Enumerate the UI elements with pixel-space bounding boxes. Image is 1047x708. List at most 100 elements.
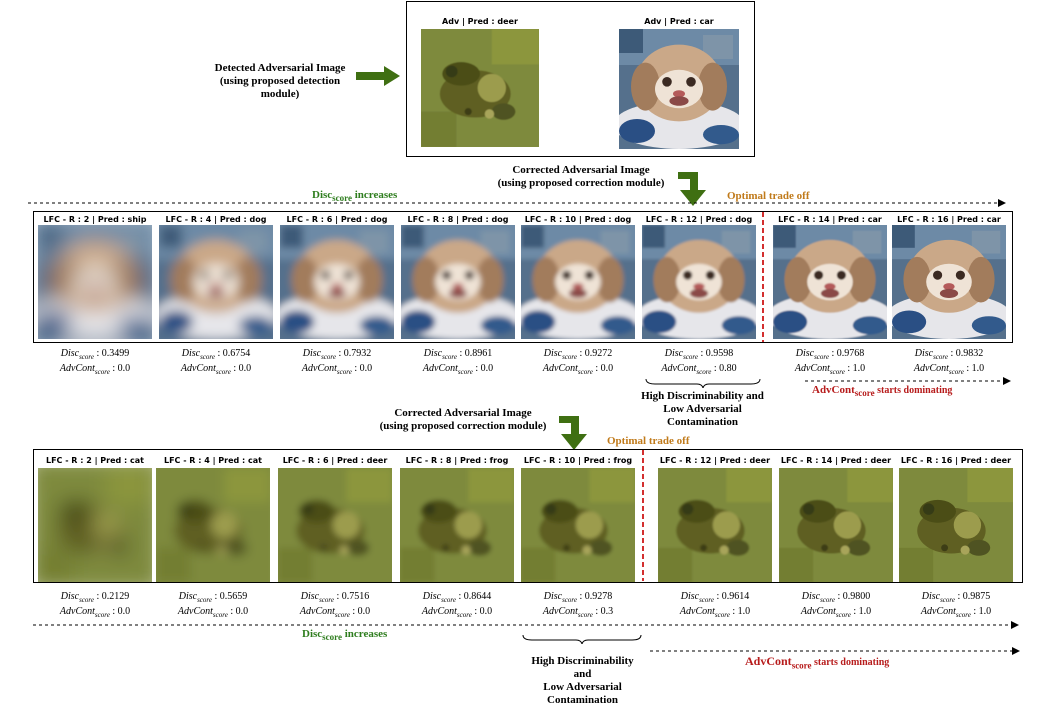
advcont-score-value: 0.80 (719, 363, 737, 374)
panel-image (778, 468, 894, 582)
disc-score-value: 0.5659 (219, 591, 248, 602)
disc-score-value: 0.6754 (222, 348, 251, 359)
panel-scores: Discscore : 0.9800 AdvContscore : 1.0 (800, 591, 872, 619)
row2-trade-off-divider (642, 450, 644, 581)
panel-scores: Discscore : 0.8961 AdvContscore : 0.0 (422, 348, 494, 376)
row2-brace (522, 634, 642, 644)
panel-scores: Discscore : 0.5659 AdvContscore : 0.0 (177, 591, 249, 619)
disc-score-value: 0.2129 (101, 591, 130, 602)
top-image-title-2: Adv | Pred : car (644, 17, 714, 26)
disc-score-value: 0.7932 (343, 348, 372, 359)
disc-score-value: 0.9614 (721, 591, 750, 602)
advcont-score-value: 1.0 (978, 606, 992, 617)
panel-title: LFC - R : 8 | Pred : dog (407, 215, 509, 224)
advcont-score-value: 0.0 (357, 606, 371, 617)
panel-image (155, 468, 271, 582)
advcont-score-value: 0.3 (600, 606, 614, 617)
panel-title: LFC - R : 8 | Pred : frog (405, 456, 509, 465)
panel-title: LFC - R : 16 | Pred : deer (900, 456, 1012, 465)
disc-score-value: 0.9598 (705, 348, 734, 359)
panel-image (891, 225, 1007, 339)
detected-arrow-icon (356, 66, 400, 86)
disc-score-value: 0.9272 (584, 348, 613, 359)
panel-scores: Discscore : 0.8644 AdvContscore : 0.0 (421, 591, 493, 619)
row1-brace (645, 378, 761, 388)
advcont-dominating-label-row1: AdvContscore starts dominating (812, 384, 953, 399)
corrected-label-row1: Corrected Adversarial Image (using propo… (497, 164, 665, 189)
corrected-arrow-icon-row1 (678, 172, 706, 206)
detected-adversarial-label: Detected Adversarial Image (using propos… (214, 62, 346, 100)
panel-image (37, 468, 153, 582)
panel-image (37, 225, 153, 339)
advcont-score-value: 0.0 (359, 363, 373, 374)
advcont-score-value: 0.0 (238, 363, 252, 374)
advcont-arrow-row2 (650, 647, 1020, 655)
panel-title: LFC - R : 16 | Pred : car (897, 215, 1001, 224)
panel-title: LFC - R : 14 | Pred : car (778, 215, 882, 224)
panel-image (898, 468, 1014, 582)
panel-scores: Discscore : 0.7932 AdvContscore : 0.0 (301, 348, 373, 376)
row2-frame (33, 449, 1023, 583)
advcont-score-value: 0.0 (600, 363, 614, 374)
disc-increases-label-row2: Discscore increases (302, 628, 388, 643)
disc-score-value: 0.9800 (842, 591, 871, 602)
panel-title: LFC - R : 10 | Pred : frog (523, 456, 633, 465)
top-image-box (406, 1, 755, 157)
panel-title: LFC - R : 6 | Pred : deer (282, 456, 388, 465)
optimal-trade-off-label-row1: Optimal trade off (727, 190, 810, 202)
row1-trade-off-divider (762, 212, 764, 342)
advcont-score-value: 1.0 (737, 606, 751, 617)
disc-score-value: 0.3499 (101, 348, 130, 359)
panel-scores: Discscore : 0.9875 AdvContscore : 1.0 (920, 591, 992, 619)
panel-image (641, 225, 757, 339)
panel-scores: Discscore : 0.9272 AdvContscore : 0.0 (542, 348, 614, 376)
corrected-arrow-icon-row2 (559, 416, 587, 450)
advcont-dominating-label-row2: AdvContscore starts dominating (745, 654, 890, 671)
panel-image (400, 225, 516, 339)
disc-score-value: 0.7516 (341, 591, 370, 602)
disc-arrow-row1 (28, 199, 1006, 207)
advcont-score-value: 0.0 (480, 363, 494, 374)
advcont-score-value: 1.0 (971, 363, 985, 374)
panel-image (520, 225, 636, 339)
advcont-score-value: 0.0 (117, 606, 131, 617)
panel-image (520, 468, 636, 582)
disc-arrow-row2 (33, 621, 1019, 629)
panel-image (399, 468, 515, 582)
panel-scores: Discscore : 0.2129 AdvContscore : 0.0 (59, 591, 131, 619)
row2-high-disc-note: High Discriminability and Low Adversaria… (531, 655, 634, 706)
top-image-title-1: Adv | Pred : deer (442, 17, 518, 26)
disc-score-value: 0.9278 (584, 591, 613, 602)
panel-scores: Discscore : 0.3499 AdvContscore : 0.0 (59, 348, 131, 376)
panel-title: LFC - R : 2 | Pred : cat (45, 456, 144, 465)
disc-score-value: 0.9875 (962, 591, 991, 602)
optimal-trade-off-label-row2: Optimal trade off (607, 435, 690, 447)
advcont-score-value: 0.0 (117, 363, 131, 374)
panel-title: LFC - R : 14 | Pred : deer (780, 456, 892, 465)
panel-title: LFC - R : 4 | Pred : cat (163, 456, 262, 465)
panel-scores: Discscore : 0.7516 AdvContscore : 0.0 (299, 591, 371, 619)
panel-scores: Discscore : 0.6754 AdvContscore : 0.0 (180, 348, 252, 376)
disc-score-value: 0.9768 (836, 348, 865, 359)
panel-title: LFC - R : 12 | Pred : deer (659, 456, 771, 465)
panel-image (279, 225, 395, 339)
panel-scores: Discscore : 0.9832 AdvContscore : 1.0 (913, 348, 985, 376)
top-image-dog (619, 29, 739, 149)
disc-increases-label-row1: Discscore increases (312, 189, 398, 204)
panel-image (277, 468, 393, 582)
panel-scores: Discscore : 0.9614 AdvContscore : 1.0 (679, 591, 751, 619)
row1-frame (33, 211, 1013, 343)
panel-image (772, 225, 888, 339)
panel-title: LFC - R : 2 | Pred : ship (43, 215, 147, 224)
advcont-score-value: 1.0 (852, 363, 866, 374)
advcont-score-value: 0.0 (235, 606, 249, 617)
row1-high-disc-note: High Discriminability and Low Adversaria… (641, 390, 764, 428)
panel-title: LFC - R : 10 | Pred : dog (524, 215, 632, 224)
panel-image (657, 468, 773, 582)
panel-scores: Discscore : 0.9768 AdvContscore : 1.0 (794, 348, 866, 376)
panel-scores: Discscore : 0.9278 AdvContscore : 0.3 (542, 591, 614, 619)
panel-title: LFC - R : 12 | Pred : dog (645, 215, 753, 224)
panel-image (158, 225, 274, 339)
advcont-score-value: 1.0 (858, 606, 872, 617)
advcont-arrow-row1 (805, 377, 1011, 385)
